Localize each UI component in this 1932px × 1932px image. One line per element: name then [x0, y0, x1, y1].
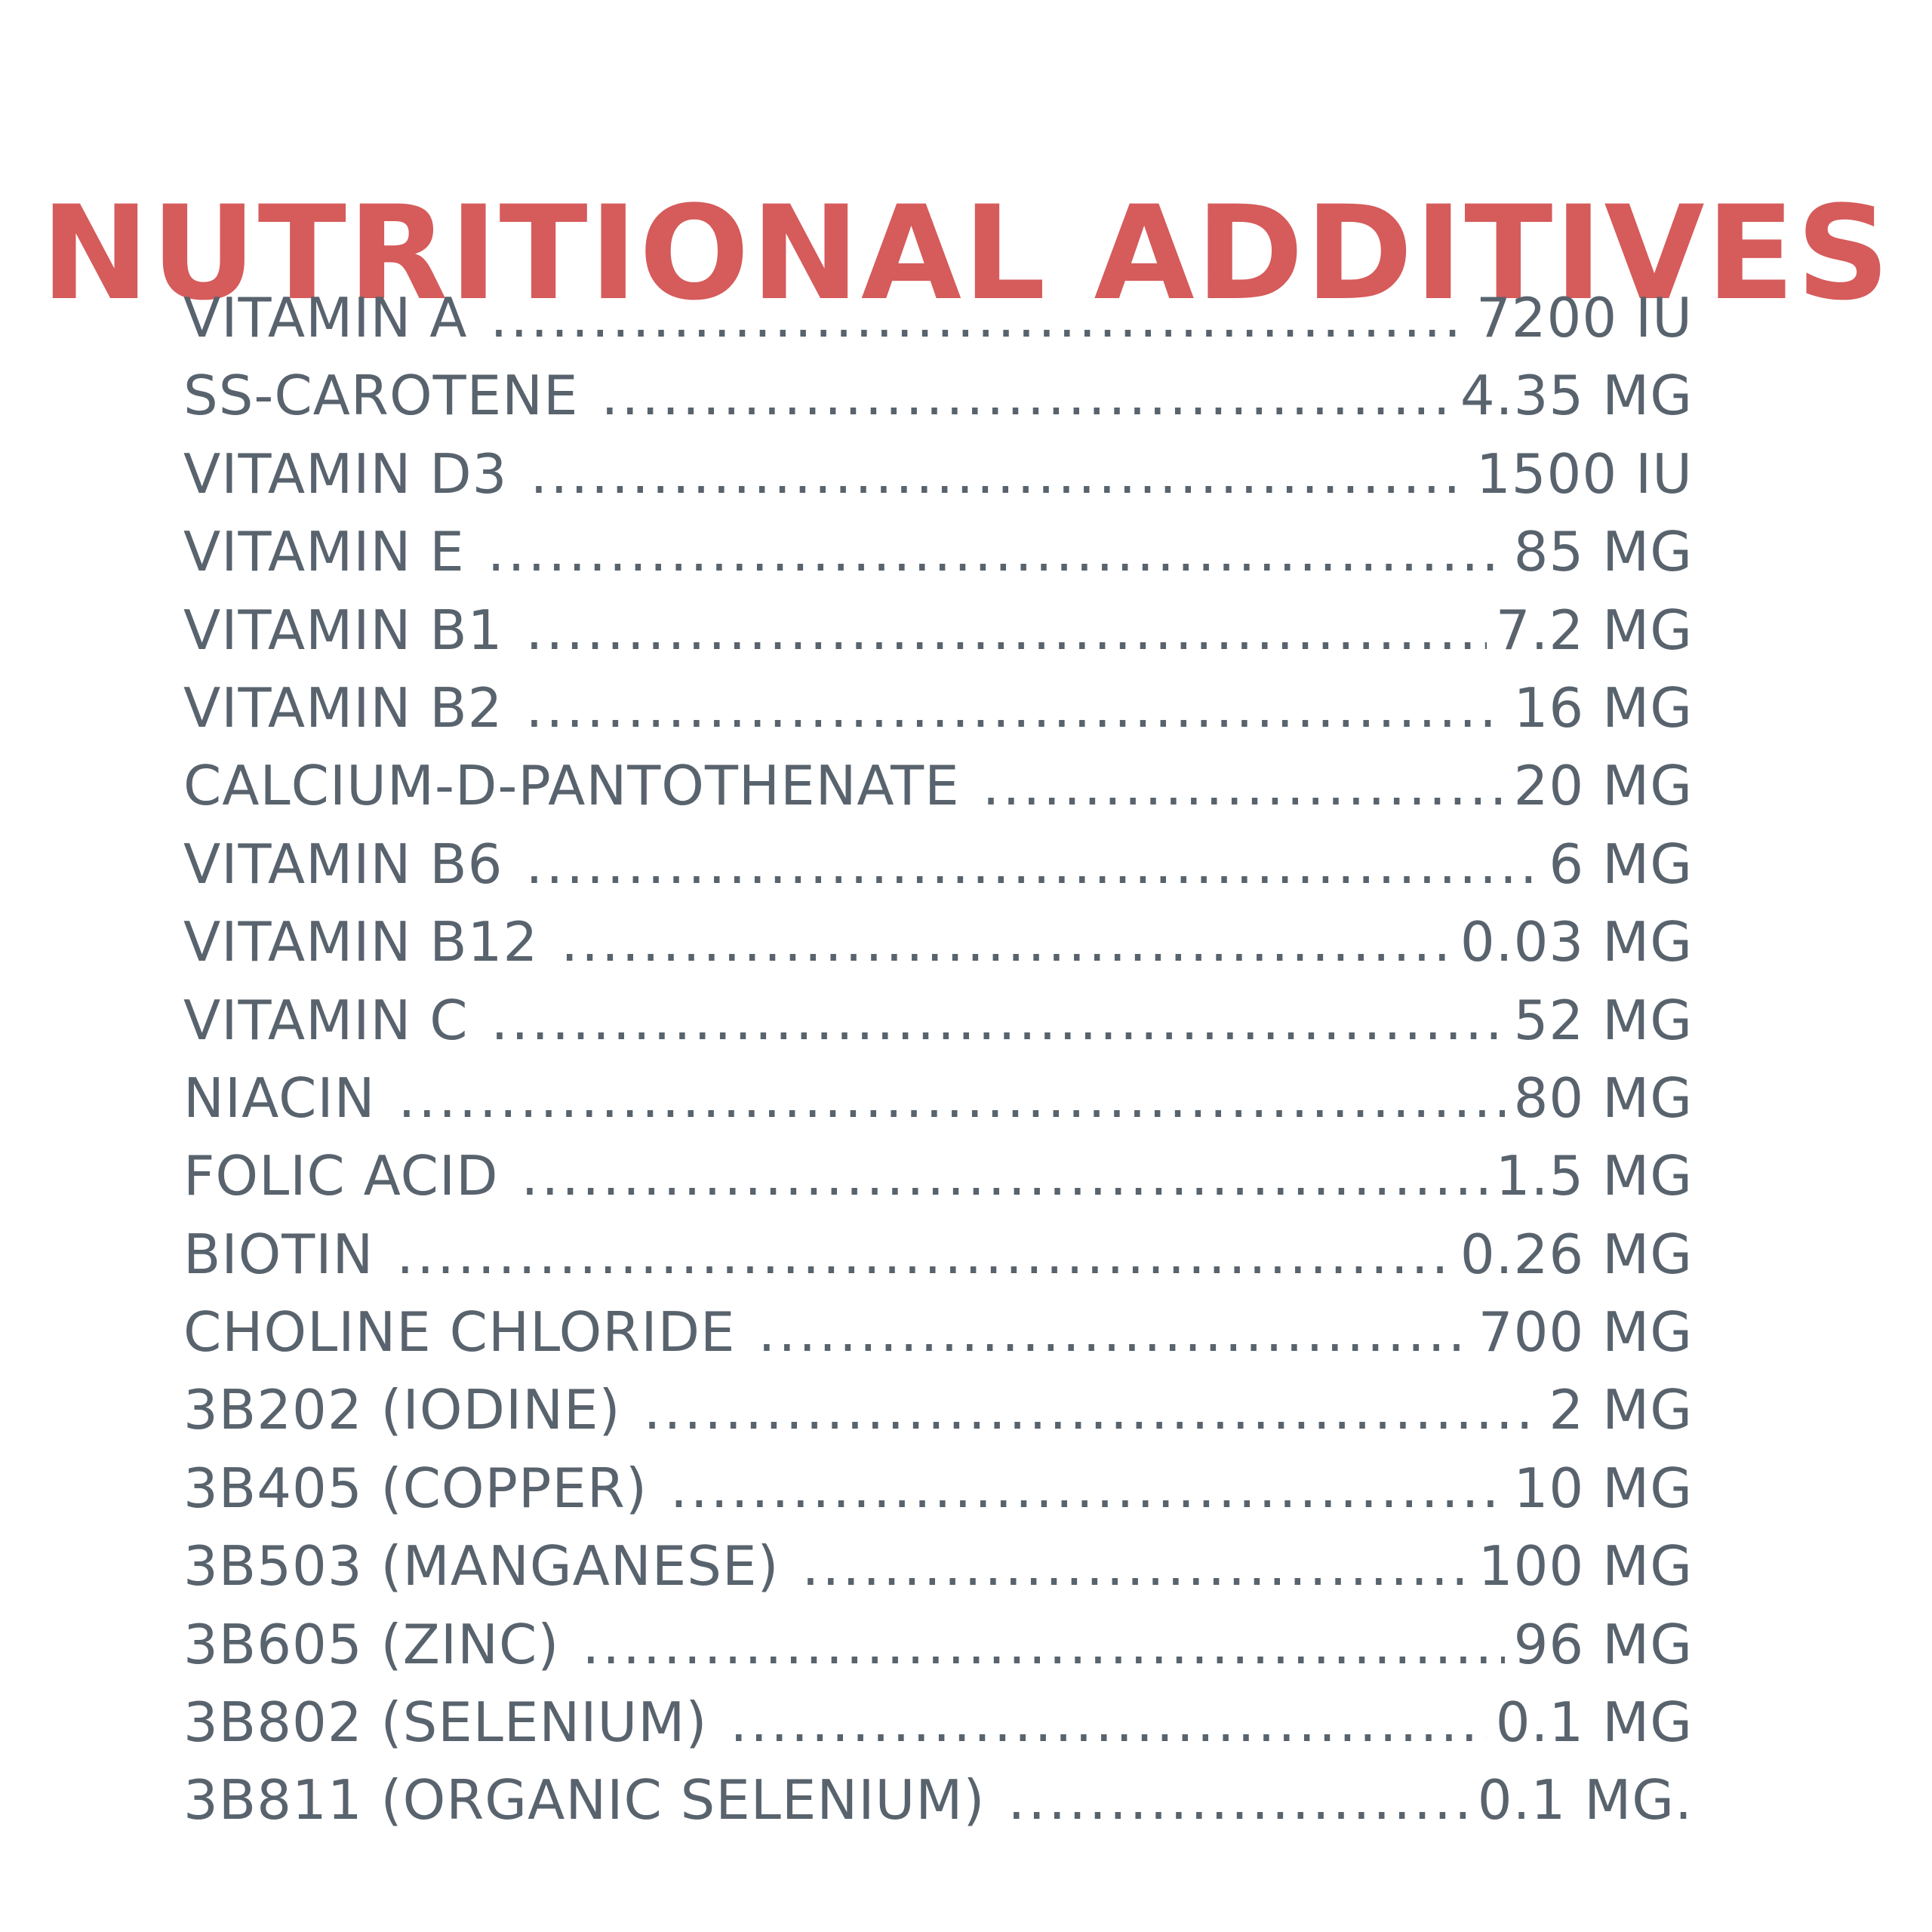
additive-name: 3B605 (ZINC)	[183, 1612, 560, 1676]
additive-name: NIACIN	[183, 1066, 376, 1130]
additive-amount: 7200 IU	[1475, 286, 1693, 349]
additive-name: 3B811 (ORGANIC SELENIUM)	[183, 1768, 986, 1832]
additive-amount: 6 MG	[1549, 832, 1693, 896]
list-item: BIOTIN..................................…	[183, 1216, 1693, 1294]
additive-amount: 0.03 MG	[1460, 910, 1693, 974]
dot-leader: ........................................…	[525, 832, 1540, 896]
list-item: VITAMIN B2..............................…	[183, 669, 1693, 747]
list-item: VITAMIN B12.............................…	[183, 903, 1693, 981]
dot-leader: ........................................…	[670, 1456, 1505, 1520]
list-item: VITAMIN B1..............................…	[183, 592, 1693, 669]
list-item: 3B405 (COPPER)..........................…	[183, 1450, 1693, 1527]
list-item: 3B605 (ZINC)............................…	[183, 1606, 1693, 1684]
additive-amount: 0.26 MG	[1460, 1222, 1693, 1286]
list-item: VITAMIN D3..............................…	[183, 435, 1693, 513]
list-item: VITAMIN E...............................…	[183, 513, 1693, 591]
dot-leader: ........................................…	[601, 364, 1451, 428]
additive-name: VITAMIN B2	[183, 675, 503, 740]
additive-amount: 1.5 MG	[1495, 1144, 1693, 1208]
additive-name: VITAMIN B12	[183, 910, 539, 974]
additive-name: 3B405 (COPPER)	[183, 1456, 648, 1520]
additives-list: VITAMIN A...............................…	[183, 279, 1693, 1840]
dot-leader: ........................................…	[801, 1534, 1469, 1598]
dot-leader: ........................................…	[398, 1066, 1504, 1130]
dot-leader: ........................................…	[982, 754, 1505, 818]
additive-amount: 1500 IU	[1475, 441, 1693, 506]
additive-name: FOLIC ACID	[183, 1144, 499, 1208]
list-item: VITAMIN B6..............................…	[183, 826, 1693, 903]
additive-amount: 0.1 MG.	[1477, 1768, 1693, 1832]
additive-amount: 20 MG	[1513, 754, 1693, 818]
additive-amount: 16 MG	[1513, 675, 1693, 740]
additive-name: CHOLINE CHLORIDE	[183, 1300, 736, 1364]
list-item: 3B802 (SELENIUM)........................…	[183, 1684, 1693, 1761]
additive-amount: 52 MG	[1513, 988, 1693, 1052]
dot-leader: ........................................…	[758, 1300, 1469, 1364]
additive-name: VITAMIN B1	[183, 598, 503, 662]
additive-name: VITAMIN A	[183, 286, 468, 349]
dot-leader: ........................................…	[1008, 1768, 1469, 1832]
list-item: NIACIN..................................…	[183, 1060, 1693, 1137]
list-item: VITAMIN A...............................…	[183, 279, 1693, 357]
additive-name: 3B202 (IODINE)	[183, 1378, 621, 1442]
list-item: 3B503 (MANGANESE).......................…	[183, 1527, 1693, 1605]
additive-name: VITAMIN C	[183, 988, 469, 1052]
additive-name: SS-CAROTENE	[183, 364, 579, 428]
additive-amount: 2 MG	[1549, 1378, 1693, 1442]
list-item: 3B202 (IODINE)..........................…	[183, 1371, 1693, 1449]
dot-leader: ........................................…	[525, 598, 1487, 662]
additive-amount: 7.2 MG	[1495, 598, 1693, 662]
additive-amount: 0.1 MG	[1495, 1690, 1693, 1755]
additive-amount: 10 MG	[1513, 1456, 1693, 1520]
additive-amount: 96 MG	[1513, 1612, 1693, 1676]
additive-name: VITAMIN D3	[183, 441, 508, 506]
list-item: SS-CAROTENE.............................…	[183, 357, 1693, 435]
additive-amount: 80 MG	[1513, 1066, 1693, 1130]
dot-leader: ........................................…	[487, 520, 1505, 584]
dot-leader: ........................................…	[530, 441, 1467, 506]
list-item: CHOLINE CHLORIDE........................…	[183, 1294, 1693, 1371]
additive-name: VITAMIN E	[183, 520, 465, 584]
dot-leader: ........................................…	[643, 1378, 1540, 1442]
list-item: VITAMIN C...............................…	[183, 982, 1693, 1060]
list-item: 3B811 (ORGANIC SELENIUM)................…	[183, 1761, 1693, 1839]
additive-amount: 4.35 MG	[1460, 364, 1693, 428]
dot-leader: ........................................…	[730, 1690, 1486, 1755]
dot-leader: ........................................…	[525, 675, 1505, 740]
dot-leader: ........................................…	[490, 286, 1467, 349]
list-item: CALCIUM-D-PANTOTHENATE..................…	[183, 747, 1693, 825]
additive-amount: 100 MG	[1478, 1534, 1693, 1598]
dot-leader: ........................................…	[561, 910, 1451, 974]
dot-leader: ........................................…	[396, 1222, 1451, 1286]
additive-amount: 85 MG	[1513, 520, 1693, 584]
additive-name: VITAMIN B6	[183, 832, 503, 896]
dot-leader: ........................................…	[491, 988, 1505, 1052]
additive-name: 3B802 (SELENIUM)	[183, 1690, 708, 1755]
additive-name: BIOTIN	[183, 1222, 374, 1286]
additive-name: 3B503 (MANGANESE)	[183, 1534, 780, 1598]
additive-name: CALCIUM-D-PANTOTHENATE	[183, 754, 960, 818]
additive-amount: 700 MG	[1478, 1300, 1693, 1364]
list-item: FOLIC ACID..............................…	[183, 1137, 1693, 1215]
dot-leader: ........................................…	[582, 1612, 1505, 1676]
dot-leader: ........................................…	[521, 1144, 1487, 1208]
page-title: NUTRITIONAL ADDITIVES	[41, 177, 1891, 330]
